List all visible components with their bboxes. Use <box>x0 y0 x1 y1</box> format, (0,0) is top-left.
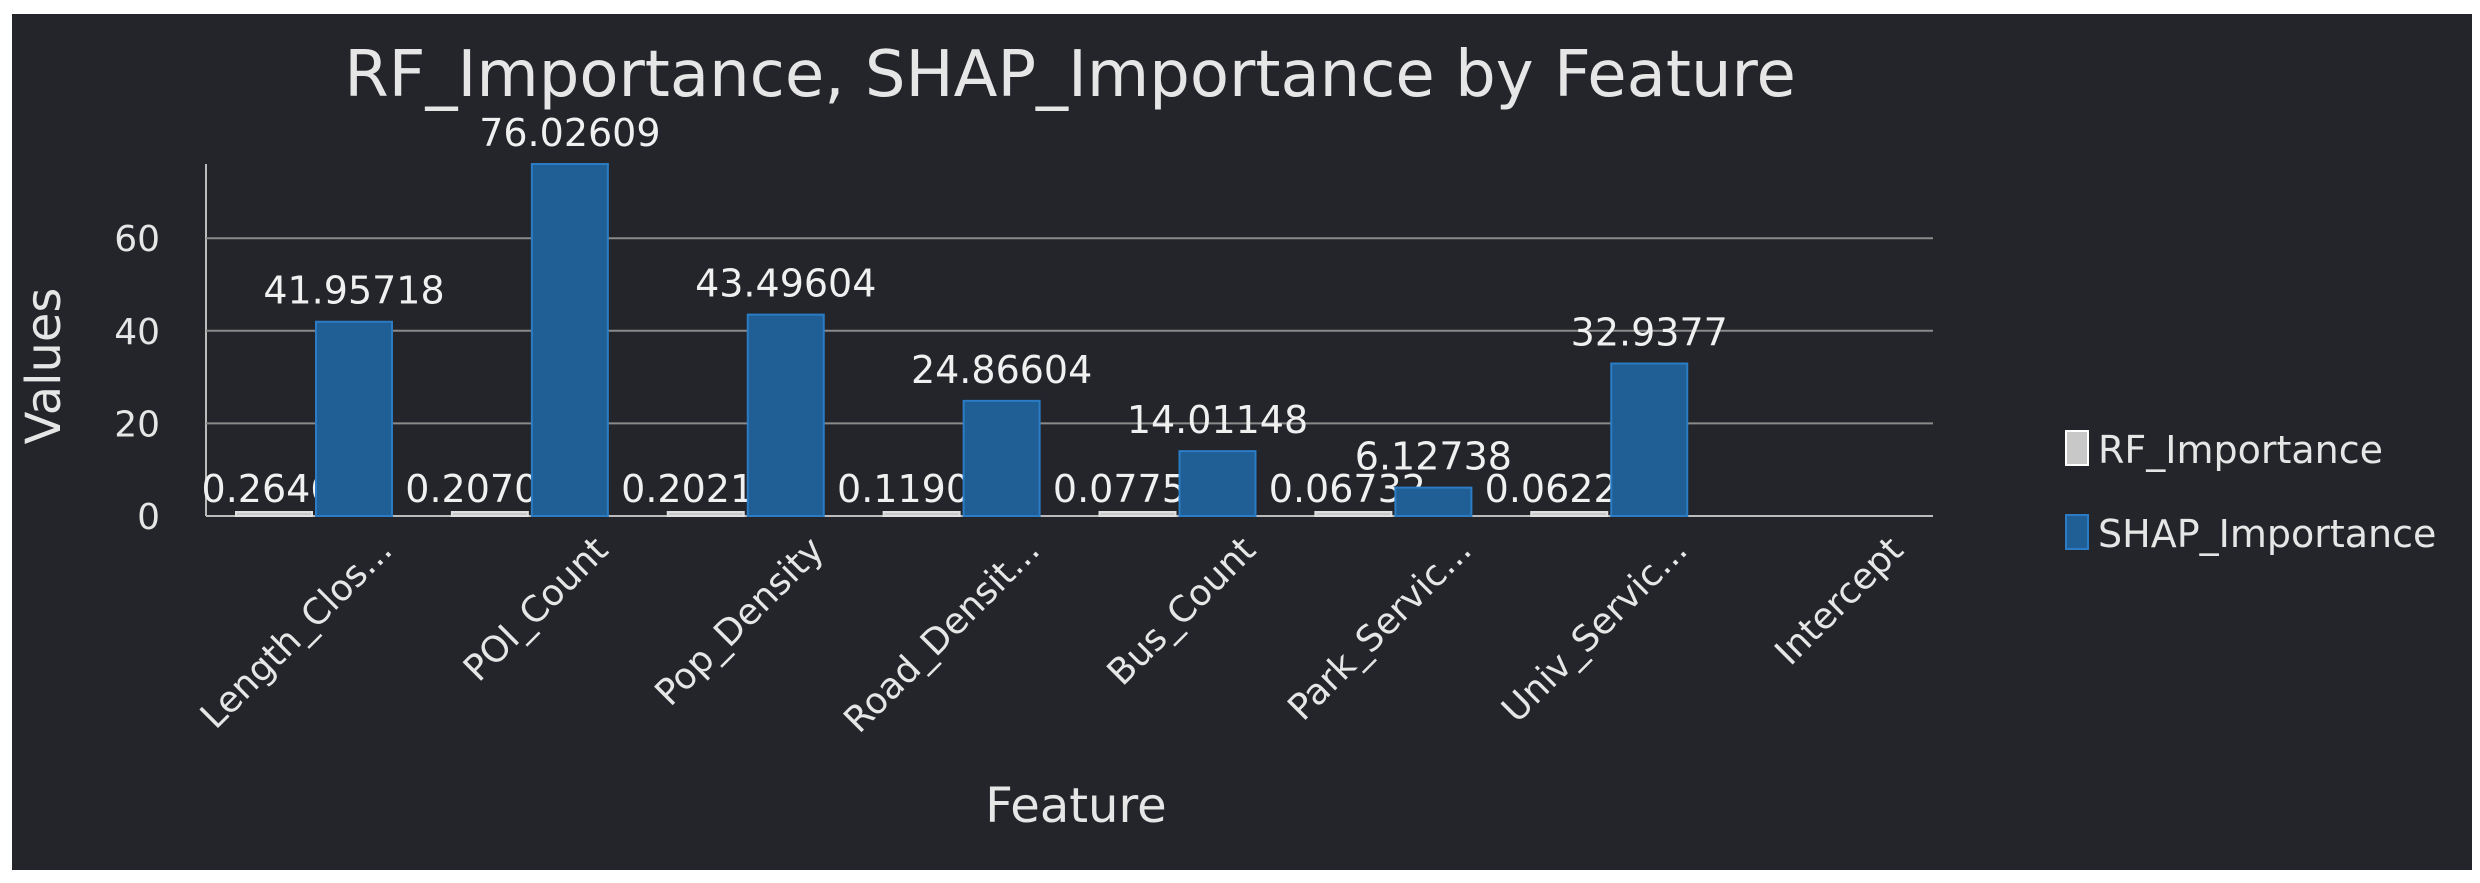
bar-chart: RF_Importance, SHAP_Importance by Featur… <box>16 38 2436 834</box>
chart-panel: RF_Importance, SHAP_Importance by Featur… <box>12 14 2472 870</box>
y-tick-label: 60 <box>114 219 160 260</box>
x-tick-label: POI_Count <box>456 529 616 689</box>
data-label: 41.95718 <box>263 269 444 313</box>
y-axis-label: Values <box>16 288 72 445</box>
bar-rf-importance <box>1314 511 1393 517</box>
legend-swatch <box>2065 430 2089 466</box>
data-label: 43.49604 <box>695 262 876 306</box>
x-tick-label: Length_Clos... <box>193 529 400 736</box>
bar-rf-importance <box>235 511 313 517</box>
bar-rf-importance <box>1530 511 1609 517</box>
bar-shap-importance <box>1178 450 1257 518</box>
x-tick-label: Park_Servic... <box>1280 529 1479 728</box>
x-tick-label: Bus_Count <box>1100 529 1264 693</box>
x-tick-label: Pop_Density <box>647 529 832 714</box>
x-tick-label: Road_Densit... <box>836 529 1048 741</box>
bar-shap-importance <box>962 399 1041 517</box>
bar-shap-importance <box>1394 486 1473 517</box>
bar-rf-importance <box>450 511 529 517</box>
bar-series: 0.2646 0.20706 0.20219 0.11906 0.07752 0.0673… <box>202 111 1728 518</box>
data-label: 0.2646 <box>202 467 335 511</box>
legend: RF_Importance SHAP_Importance <box>2065 428 2436 556</box>
y-tick-labels: 0 20 40 60 <box>114 219 160 538</box>
bar-rf-importance <box>1098 511 1177 517</box>
x-tick-label: Intercept <box>1768 529 1912 673</box>
bar-shap-importance <box>1610 362 1689 517</box>
x-tick-label: Univ_Servic... <box>1494 529 1695 730</box>
legend-swatch <box>2065 514 2089 550</box>
data-label: 76.02609 <box>479 111 660 155</box>
data-label: 6.12738 <box>1355 435 1512 479</box>
chart-title: RF_Importance, SHAP_Importance by Featur… <box>344 38 1796 112</box>
bar-shap-importance <box>315 320 393 517</box>
data-label: 14.01148 <box>1127 398 1308 442</box>
data-label: 24.86604 <box>911 348 1092 392</box>
bar-rf-importance <box>666 511 745 517</box>
y-tick-label: 20 <box>114 404 160 445</box>
x-axis-label: Feature <box>985 778 1166 834</box>
legend-label: SHAP_Importance <box>2098 512 2436 556</box>
bar-rf-importance <box>882 511 961 517</box>
y-tick-label: 40 <box>114 312 160 353</box>
y-tick-label: 0 <box>137 497 160 538</box>
data-label: 32.9377 <box>1571 311 1728 355</box>
x-tick-labels: Length_Clos... POI_Count Pop_Density Road_D… <box>193 529 1912 741</box>
legend-label: RF_Importance <box>2098 428 2383 472</box>
bar-shap-importance <box>530 163 609 517</box>
bar-shap-importance <box>746 313 825 517</box>
